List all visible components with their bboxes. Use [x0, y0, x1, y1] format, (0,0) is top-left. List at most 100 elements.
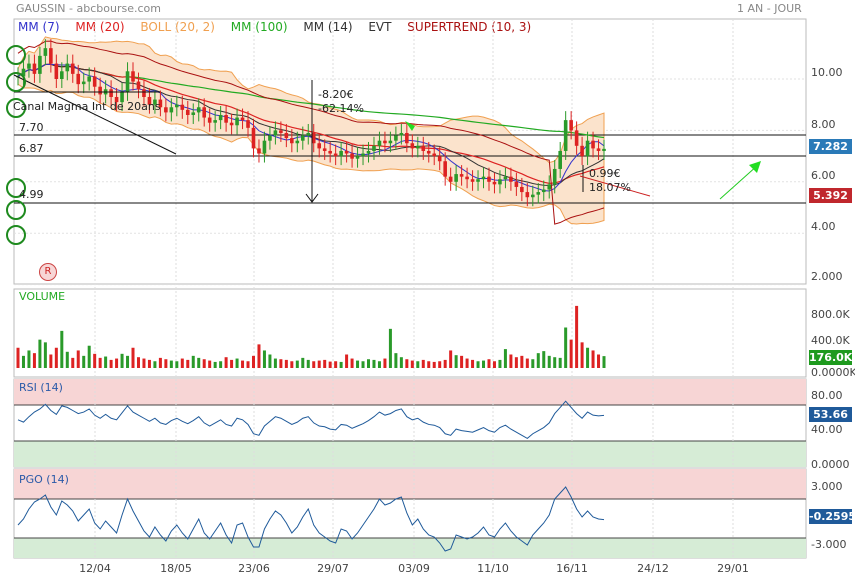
volume-bar — [509, 354, 513, 368]
volume-bar — [547, 355, 551, 368]
price-candle — [32, 63, 37, 74]
volume-bar — [284, 359, 288, 368]
volume-bar — [158, 357, 162, 368]
legend-evt[interactable]: EVT — [368, 20, 392, 34]
price-candle — [120, 91, 124, 103]
event-circle — [6, 178, 26, 198]
legend-mm7[interactable]: MM (7) — [18, 20, 60, 34]
price-candle — [114, 96, 119, 103]
level-499-label: 4.99 — [19, 188, 44, 201]
volume-bar — [350, 358, 354, 368]
supertrend-line — [17, 40, 605, 225]
legend-mm20[interactable]: MM (20) — [75, 20, 125, 34]
drop-measure-arrow — [305, 193, 319, 203]
signal-arrow-head — [405, 121, 415, 131]
price-candle — [262, 140, 267, 154]
volume-bar — [443, 359, 447, 368]
price-candle — [525, 192, 530, 198]
price-candle — [574, 130, 579, 146]
rsi-overbought-zone — [14, 379, 806, 405]
legend-boll[interactable]: BOLL (20, 2) — [140, 20, 215, 34]
pgo-tick-minus3: -3.000 — [811, 538, 847, 551]
price-candle — [175, 104, 179, 108]
rsi-label: RSI (14) — [19, 381, 63, 394]
panel-frame — [13, 288, 807, 378]
price-candle — [180, 104, 185, 110]
rsi-tick-0: 0.0000 — [811, 458, 850, 471]
price-candle — [552, 168, 557, 185]
price-candle — [361, 153, 365, 157]
event-circle — [6, 98, 26, 118]
volume-bar — [597, 354, 601, 368]
volume-bar — [126, 355, 130, 368]
volume-bar — [175, 361, 179, 368]
price-candle — [410, 143, 415, 149]
volume-bar — [131, 347, 135, 368]
legend-mm100[interactable]: MM (100) — [230, 20, 288, 34]
volume-bar — [367, 359, 371, 368]
price-candle — [421, 145, 426, 151]
volume-bar — [345, 354, 349, 368]
x-tick-2306: 23/06 — [238, 562, 270, 575]
volume-bar — [602, 356, 606, 368]
price-candle — [503, 176, 508, 180]
price-candle — [136, 81, 141, 90]
rsi-tick-80: 80.00 — [811, 389, 843, 402]
volume-bar — [87, 345, 91, 368]
price-candle — [596, 148, 601, 151]
price-candle — [399, 132, 404, 136]
volume-bar — [361, 361, 365, 368]
volume-tick-800k: 800.0K — [811, 308, 850, 321]
supertrend-box: 5.392 — [809, 188, 852, 203]
volume-bar — [586, 347, 590, 368]
price-candle — [344, 150, 349, 154]
price-candle — [196, 107, 201, 113]
volume-bar — [120, 353, 124, 368]
mm20-line — [17, 63, 605, 184]
event-circle — [6, 200, 26, 220]
event-marker-r[interactable]: R — [39, 263, 57, 281]
price-candle — [268, 135, 272, 141]
volume-bar — [427, 361, 431, 368]
volume-bar — [197, 357, 201, 368]
volume-bar — [115, 358, 119, 368]
volume-bar — [213, 361, 217, 368]
volume-bar — [372, 359, 376, 368]
price-candle — [339, 150, 343, 157]
volume-bar — [164, 359, 168, 368]
legend-supertrend[interactable]: SUPERTREND (10, 3) — [407, 20, 532, 34]
mm14-line — [17, 63, 605, 186]
x-tick-1805: 18/05 — [160, 562, 192, 575]
indicator-legend: MM (7) MM (20) BOLL (20, 2) MM (100) MM … — [18, 20, 543, 34]
price-candle — [437, 156, 442, 162]
level-687-label: 6.87 — [19, 142, 44, 155]
price-candle — [394, 135, 398, 141]
volume-bar — [98, 357, 102, 368]
volume-bar — [323, 359, 327, 368]
volume-bar — [219, 361, 223, 368]
volume-bar — [514, 357, 518, 368]
price-candle — [76, 73, 81, 85]
volume-bar — [38, 339, 42, 368]
volume-bar — [377, 361, 381, 368]
volume-bar — [147, 359, 151, 368]
volume-bar — [246, 361, 250, 368]
volume-bar — [421, 359, 425, 368]
volume-bar — [564, 327, 568, 368]
event-circle — [6, 72, 26, 92]
volume-label: VOLUME — [19, 290, 66, 303]
volume-bar — [65, 351, 69, 368]
volume-bar — [109, 359, 113, 368]
price-candle — [383, 140, 387, 144]
volume-bar — [591, 350, 595, 368]
price-candle — [279, 130, 283, 133]
pgo-oversold-zone — [14, 538, 806, 558]
price-candle — [591, 140, 595, 149]
price-candle — [492, 181, 497, 185]
period-label[interactable]: 1 AN - JOUR — [737, 2, 802, 15]
pgo-line — [17, 486, 605, 552]
price-candle — [372, 145, 376, 151]
price-candle — [213, 120, 217, 123]
legend-mm14[interactable]: MM (14) — [303, 20, 353, 34]
